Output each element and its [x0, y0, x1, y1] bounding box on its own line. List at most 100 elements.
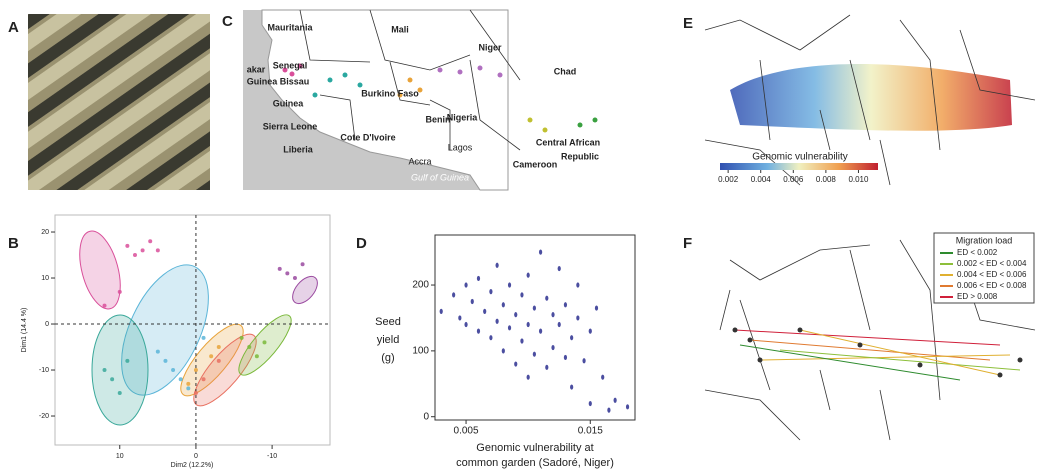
panel-label: A — [8, 19, 19, 36]
point — [538, 328, 543, 334]
point — [140, 248, 145, 253]
border — [704, 239, 1036, 441]
plot-frame — [434, 234, 636, 421]
x-tick-label: 0.015 — [578, 426, 603, 437]
y-tick-label: 20 — [41, 229, 49, 236]
y-tick-label: -20 — [39, 413, 49, 420]
y-tick-label: 0 — [45, 321, 49, 328]
point — [588, 400, 592, 407]
place-label: Cote D'Ivoire — [340, 132, 395, 142]
point — [495, 318, 499, 324]
legend-label: ED > 0.008 — [957, 292, 998, 301]
point — [526, 272, 530, 278]
point — [262, 340, 267, 345]
point — [501, 302, 505, 308]
panel-label: E — [683, 15, 693, 32]
x-axis-label: common garden (Sadoré, Niger) — [456, 457, 614, 469]
place-label: Nigeria — [447, 112, 479, 122]
colorbar-tick-label: 0.010 — [848, 175, 869, 184]
ellipses — [79, 230, 318, 426]
point — [489, 335, 493, 341]
point — [526, 374, 530, 380]
place-label: Central African — [536, 137, 600, 147]
ellipse — [121, 264, 209, 396]
legend-label: 0.004 < ED < 0.006 — [957, 270, 1027, 279]
place-label: Guinea Bissau — [247, 76, 310, 86]
point — [171, 368, 176, 373]
point — [292, 276, 297, 281]
point — [155, 248, 160, 253]
place-label: Senegal — [273, 60, 308, 70]
point — [557, 321, 561, 328]
point — [125, 358, 130, 363]
border — [299, 9, 521, 151]
point — [193, 391, 198, 396]
panel-label: D — [356, 235, 367, 252]
point — [285, 271, 290, 276]
legend-box — [933, 232, 1035, 304]
point — [557, 265, 561, 272]
point — [117, 289, 122, 294]
x-axis-label: Genomic vulnerability at — [476, 442, 593, 454]
point — [551, 344, 555, 351]
panel-label: B — [8, 235, 19, 252]
point — [501, 348, 505, 354]
place-label: Mali — [391, 24, 409, 34]
place-label: Gulf of Guinea — [411, 172, 469, 182]
y-axis-label: yield — [377, 334, 400, 346]
point — [209, 354, 214, 359]
panel-label: F — [683, 235, 692, 252]
y-axis-label: Seed — [375, 316, 401, 328]
point — [102, 303, 107, 308]
place-label: Chad — [554, 66, 577, 76]
point — [476, 328, 481, 334]
place-label: Burkino Faso — [361, 88, 419, 98]
point — [452, 292, 456, 298]
point — [601, 374, 605, 380]
point — [439, 308, 443, 314]
border — [704, 14, 1036, 186]
ellipse — [180, 323, 244, 397]
point — [148, 239, 153, 244]
ellipse — [193, 333, 257, 407]
point — [570, 335, 574, 341]
point — [507, 325, 512, 331]
colorbar-title: Genomic vulnerability — [752, 152, 848, 163]
point — [520, 292, 524, 298]
point — [239, 335, 244, 340]
land — [261, 9, 509, 191]
ellipse — [292, 275, 318, 305]
point — [163, 358, 168, 363]
x-tick-label: -10 — [267, 453, 277, 460]
point — [102, 368, 107, 373]
ellipse — [238, 314, 292, 376]
legend-label: 0.002 < ED < 0.004 — [957, 259, 1027, 268]
x-axis-label: Dim2 (12.2%) — [171, 462, 214, 469]
place-label: Benin — [425, 114, 450, 124]
point — [563, 302, 568, 308]
legend-label: 0.006 < ED < 0.008 — [957, 281, 1027, 290]
point — [201, 335, 206, 340]
point — [483, 308, 487, 314]
point — [300, 262, 305, 267]
point — [538, 249, 543, 255]
map-f — [704, 232, 1036, 441]
point — [132, 253, 137, 258]
x-tick-label: 0 — [194, 453, 198, 460]
point — [520, 338, 524, 344]
point — [458, 315, 462, 321]
place-label: Republic — [561, 151, 599, 161]
point — [495, 262, 499, 268]
y-axis-label: (g) — [381, 352, 394, 364]
point — [588, 328, 592, 334]
map-e — [704, 14, 1036, 186]
legend-title: Migration load — [956, 235, 1013, 245]
point — [576, 282, 580, 288]
point — [545, 364, 549, 370]
place-label: Lagos — [448, 142, 473, 152]
point — [489, 289, 493, 295]
place-label: Guinea — [273, 98, 305, 108]
colorbar-tick-label: 0.006 — [783, 175, 804, 184]
point — [155, 349, 160, 354]
point — [470, 298, 474, 305]
